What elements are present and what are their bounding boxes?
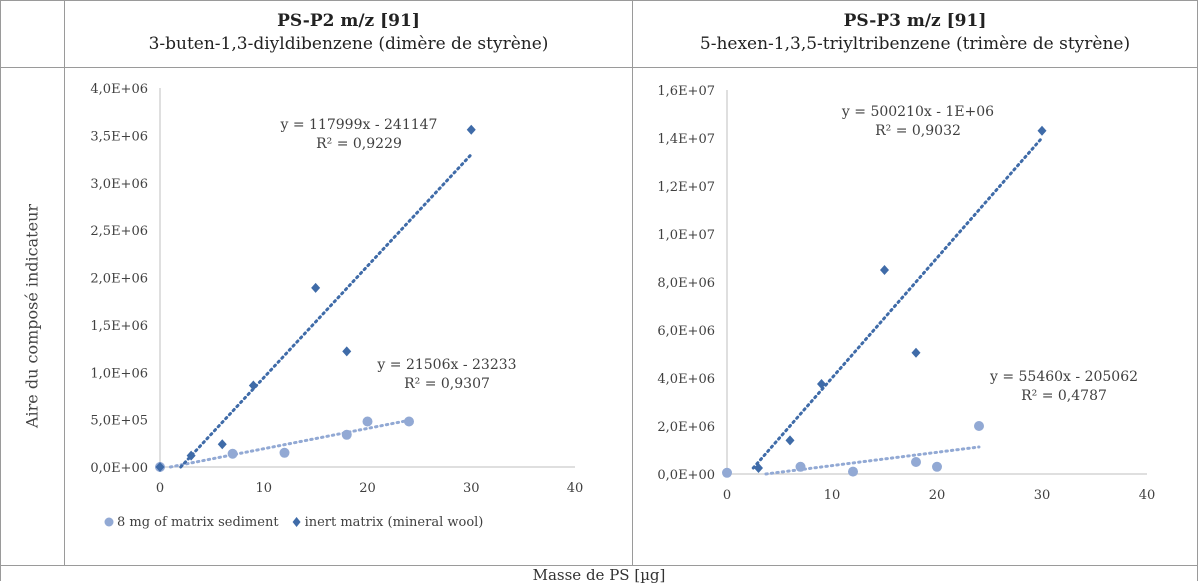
chart-subtitle-left: 3-buten-1,3-diyldibenzene (dimère de sty… <box>148 34 549 54</box>
y-tick-label: 1,0E+07 <box>657 228 715 243</box>
y-tick-label: 4,0E+06 <box>657 372 715 387</box>
data-point <box>722 467 732 478</box>
legend-label: inert matrix (mineral wool) <box>305 515 484 530</box>
trendline-equation: y = 21506x - 23233 <box>376 357 516 373</box>
chart-left: 0,0E+00 5,0E+05 1,0E+06 1,5E+06 2,0E+06 2,5E+… <box>90 82 584 530</box>
data-point <box>880 265 889 275</box>
x-tick-label: 20 <box>929 488 946 503</box>
y-tick-label: 8,0E+06 <box>657 276 715 291</box>
y-tick-label: 4,0E+06 <box>90 82 148 97</box>
data-point <box>342 346 352 357</box>
y-axis-label: Aire du composé indicateur <box>22 203 42 429</box>
trendline-equation: y = 55460x - 205062 <box>989 369 1138 385</box>
trendline <box>179 152 473 469</box>
table-row-divider-header <box>0 67 1198 68</box>
y-tick-label: 5,0E+05 <box>90 414 148 429</box>
data-point <box>311 282 321 293</box>
trendline-r2: R² = 0,9229 <box>316 136 402 152</box>
trendline-r2: R² = 0,9032 <box>875 123 961 139</box>
data-point <box>248 380 258 391</box>
y-tick-label: 2,0E+06 <box>90 272 148 287</box>
data-point <box>932 461 942 472</box>
table-row-divider-xlabel <box>0 565 1198 566</box>
chart-header-left: PS-P2 m/z [91] 3-buten-1,3-diyldibenzene… <box>65 10 632 66</box>
data-point <box>217 439 227 450</box>
trendline-r2: R² = 0,4787 <box>1021 388 1107 404</box>
legend-label: 8 mg of matrix sediment <box>117 515 279 530</box>
data-point <box>911 457 921 467</box>
x-axis-label: Masse de PS [µg] <box>532 566 666 584</box>
data-point <box>974 421 984 431</box>
y-tick-label: 1,2E+07 <box>657 180 715 195</box>
x-tick-label: 0 <box>723 488 731 503</box>
y-tick-label: 3,5E+06 <box>90 129 148 144</box>
y-tick-label: 1,5E+06 <box>90 319 148 334</box>
data-point <box>279 447 290 458</box>
data-point <box>227 448 238 459</box>
x-tick-label: 0 <box>156 481 164 496</box>
chart-right: 0,0E+00 2,0E+06 4,0E+06 6,0E+06 8,0E+06 1,0E+… <box>657 84 1156 503</box>
y-tick-label: 2,0E+06 <box>657 420 715 435</box>
y-tick-label: 0,0E+00 <box>90 461 148 476</box>
y-tick-label: 1,4E+07 <box>657 132 715 147</box>
trendline-equation: y = 500210x - 1E+06 <box>841 104 994 120</box>
data-point <box>848 466 858 477</box>
table-col-divider-2 <box>632 0 633 565</box>
x-tick-label: 10 <box>255 481 272 496</box>
data-point <box>817 379 826 389</box>
x-tick-label: 30 <box>1034 488 1051 503</box>
data-point <box>155 462 165 472</box>
table-col-divider-1 <box>64 0 65 565</box>
legend-marker <box>292 517 301 527</box>
table-border-left <box>0 0 1 581</box>
data-point <box>754 463 763 473</box>
x-tick-label: 30 <box>463 481 480 496</box>
chart-header-right: PS-P3 m/z [91] 5-hexen-1,3,5-triyltriben… <box>633 10 1197 66</box>
data-point <box>186 450 196 461</box>
y-tick-label: 2,5E+06 <box>90 224 148 239</box>
x-tick-label: 40 <box>1139 488 1156 503</box>
trendline <box>168 418 411 469</box>
data-point <box>362 416 373 427</box>
trendline <box>751 136 1044 470</box>
x-tick-label: 10 <box>824 488 841 503</box>
data-point <box>466 124 476 135</box>
y-tick-label: 0,0E+00 <box>657 468 715 483</box>
y-tick-label: 1,0E+06 <box>90 366 148 381</box>
y-tick-label: 6,0E+06 <box>657 324 715 339</box>
chart-title-left: PS-P2 m/z [91] <box>277 11 420 31</box>
x-tick-label: 20 <box>359 481 376 496</box>
legend-marker <box>104 517 114 527</box>
y-axis-label-cell: Aire du composé indicateur <box>0 67 64 565</box>
y-tick-label: 3,0E+06 <box>90 177 148 192</box>
data-point <box>404 416 414 427</box>
trendline-r2: R² = 0,9307 <box>404 376 490 392</box>
data-point <box>795 461 806 472</box>
data-point <box>911 347 921 358</box>
x-tick-label: 40 <box>567 481 584 496</box>
table-border-top <box>0 0 1198 1</box>
chart-subtitle-right: 5-hexen-1,3,5-triyltribenzene (trimère d… <box>699 34 1131 54</box>
chart-title-right: PS-P3 m/z [91] <box>843 11 987 31</box>
y-tick-label: 1,6E+07 <box>657 84 715 99</box>
trendline-equation: y = 117999x - 241147 <box>280 117 438 133</box>
data-point <box>1037 125 1047 136</box>
data-point <box>341 429 352 440</box>
data-point <box>785 435 795 446</box>
